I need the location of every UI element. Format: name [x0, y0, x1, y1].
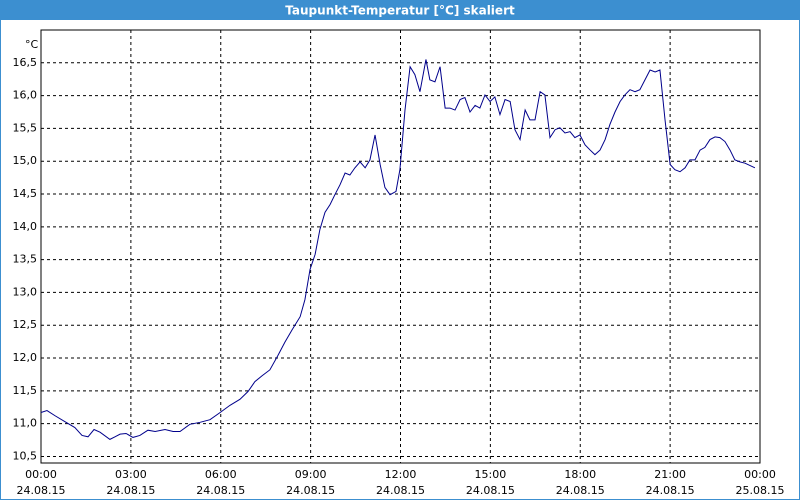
x-tick-label: 12:00	[385, 468, 417, 481]
x-tick-label: 00:00	[25, 468, 57, 481]
x-tick-label: 15:00	[475, 468, 507, 481]
y-unit-label: °C	[25, 38, 39, 51]
y-tick-label: 12,0	[13, 351, 38, 364]
y-tick-label: 15,0	[13, 154, 38, 167]
title-bar	[0, 0, 800, 20]
x-tick-date: 24.08.15	[466, 484, 515, 497]
x-tick-date: 24.08.15	[17, 484, 66, 497]
x-tick-date: 24.08.15	[196, 484, 245, 497]
x-tick-label: 00:00	[744, 468, 776, 481]
x-tick-label: 09:00	[295, 468, 327, 481]
y-tick-label: 14,0	[13, 220, 38, 233]
x-tick-date: 24.08.15	[646, 484, 695, 497]
plot-frame	[40, 29, 761, 464]
y-tick-label: 16,5	[13, 56, 38, 69]
chart-title: Taupunkt-Temperatur [°C] skaliert	[285, 4, 515, 18]
data-line	[40, 59, 756, 440]
x-tick-date: 25.08.15	[736, 484, 785, 497]
x-tick-label: 21:00	[654, 468, 686, 481]
x-tick-date: 24.08.15	[556, 484, 605, 497]
y-tick-label: 10,5	[13, 449, 38, 462]
y-tick-label: 14,5	[13, 187, 38, 200]
y-tick-label: 11,5	[13, 384, 38, 397]
x-tick-label: 06:00	[205, 468, 237, 481]
x-tick-date: 24.08.15	[286, 484, 335, 497]
y-tick-label: 13,5	[13, 253, 38, 266]
y-tick-label: 13,0	[13, 285, 38, 298]
x-tick-date: 24.08.15	[376, 484, 425, 497]
x-tick-label: 03:00	[115, 468, 147, 481]
y-tick-label: 16,0	[13, 89, 38, 102]
x-tick-date: 24.08.15	[106, 484, 155, 497]
y-tick-label: 15,5	[13, 121, 38, 134]
y-tick-label: 12,5	[13, 318, 38, 331]
x-tick-label: 18:00	[564, 468, 596, 481]
y-tick-label: 11,0	[13, 417, 38, 430]
